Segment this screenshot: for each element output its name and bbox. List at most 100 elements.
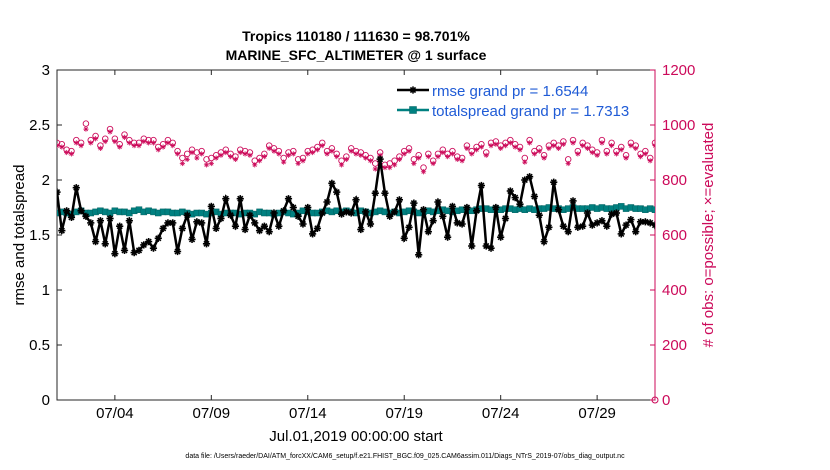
obs-evaluated-point	[773, 150, 778, 155]
obs-possible-point	[787, 141, 793, 147]
rmse-point	[579, 222, 587, 230]
rmse-point	[63, 207, 71, 215]
obs-evaluated-point	[78, 143, 84, 149]
obs-evaluated-point	[396, 156, 403, 162]
data-file-footer: data file: /Users/raeder/DAI/ATM_forcXX/…	[185, 453, 625, 460]
rmse-point	[217, 214, 225, 223]
obs-evaluated-point	[126, 140, 132, 146]
rmse-point	[381, 189, 389, 197]
rmse-point	[284, 195, 293, 203]
obs-evaluated-point	[59, 144, 65, 150]
totalspread-point	[811, 206, 817, 212]
rmse-point	[58, 227, 66, 235]
totalspread-point	[671, 207, 677, 213]
obs-evaluated-point	[218, 152, 224, 158]
rmse-point	[72, 184, 80, 192]
obs-possible-point	[691, 146, 697, 152]
obs-evaluated-point	[672, 150, 677, 155]
obs-evaluated-point	[271, 148, 277, 154]
rmse-point	[304, 203, 312, 212]
x-tick-label: 07/09	[193, 405, 231, 422]
rmse-point	[583, 209, 592, 217]
obs-possible-point	[773, 147, 779, 153]
obs-evaluated-point	[768, 149, 773, 154]
y-axis-right: 0 200 400 600 800 1000 1200	[650, 62, 695, 409]
rmse-point	[294, 212, 302, 220]
rmse-point	[366, 220, 375, 228]
rmse-point	[477, 181, 485, 190]
obs-evaluated-point	[228, 154, 234, 160]
totalspread-point	[657, 208, 663, 214]
obs-evaluated-point	[730, 151, 735, 156]
obs-evaluated-point	[783, 151, 788, 156]
obs-evaluated-point	[652, 143, 655, 149]
rmse-point	[362, 208, 370, 216]
obs-evaluated-point	[483, 152, 489, 158]
obs-evaluated-point	[464, 145, 470, 151]
obs-possible-point	[816, 151, 822, 157]
obs-evaluated-point	[541, 155, 547, 161]
obs-evaluated-point	[604, 151, 610, 157]
obs-evaluated-point	[792, 142, 797, 147]
obs-evaluated-point	[382, 165, 388, 171]
rmse-point	[724, 230, 731, 237]
totalspread-point	[681, 208, 687, 214]
rmse-point	[545, 223, 553, 231]
rmse-point	[405, 223, 413, 231]
rmse-point	[815, 245, 822, 252]
rmse-point	[202, 240, 211, 248]
rmse-point	[738, 180, 745, 187]
totalspread-point	[691, 208, 697, 214]
y-right-tick-label: 0	[662, 392, 670, 409]
obs-possible-point	[179, 154, 186, 162]
rmse-point	[255, 227, 264, 235]
totalspread-point	[651, 206, 655, 213]
obs-evaluated-point	[285, 152, 292, 158]
rmse-point	[198, 219, 206, 227]
totalspread-point	[744, 207, 750, 213]
obs-evaluated-point	[807, 149, 812, 154]
rmse-point	[212, 224, 220, 232]
obs-possible-point	[82, 120, 90, 127]
obs-evaluated-point	[613, 151, 620, 157]
rmse-point	[207, 202, 215, 210]
obs-possible-point	[763, 150, 769, 156]
obs-evaluated-point	[720, 155, 725, 160]
rmse-point	[617, 230, 625, 238]
y-right-tick-label: 600	[662, 227, 687, 244]
rmse-point	[169, 219, 177, 227]
rmse-point	[333, 188, 341, 196]
rmse-point	[265, 228, 273, 236]
rmse-point	[400, 234, 408, 242]
y-right-tick-label: 1000	[662, 117, 695, 134]
obs-possible-point	[807, 146, 813, 152]
obs-evaluated-point	[430, 160, 436, 167]
totalspread-point	[739, 208, 745, 214]
rmse-point	[299, 220, 307, 228]
obs-evaluated-point	[633, 145, 639, 151]
rmse-point	[690, 241, 697, 248]
obs-evaluated-point	[141, 138, 147, 145]
y-axis-left-label: rmse and totalspread	[11, 165, 28, 306]
obs-evaluated-point	[565, 160, 571, 167]
obs-evaluated-point	[242, 151, 248, 157]
obs-possible-point	[749, 148, 755, 154]
obs-evaluated-point	[449, 151, 456, 157]
totalspread-point	[782, 207, 788, 213]
obs-evaluated-point	[812, 151, 817, 156]
obs-evaluated-point	[454, 156, 460, 162]
x-axis-label: Jul.01,2019 00:00:00 start	[269, 428, 443, 445]
obs-possible-point	[183, 150, 191, 158]
obs-evaluated-point	[536, 148, 542, 154]
obs-possible-point	[681, 150, 687, 156]
x-tick-label: 07/14	[289, 405, 327, 422]
y-right-tick-label: 800	[662, 172, 687, 189]
obs-evaluated-point	[411, 160, 417, 167]
obs-evaluated-point	[691, 149, 696, 154]
rmse-point	[289, 203, 297, 212]
obs-evaluated-point	[637, 154, 644, 160]
rmse-point	[386, 212, 394, 220]
obs-evaluated-point	[223, 149, 229, 156]
obs-evaluated-point	[754, 154, 759, 159]
rmse-point	[786, 237, 793, 244]
